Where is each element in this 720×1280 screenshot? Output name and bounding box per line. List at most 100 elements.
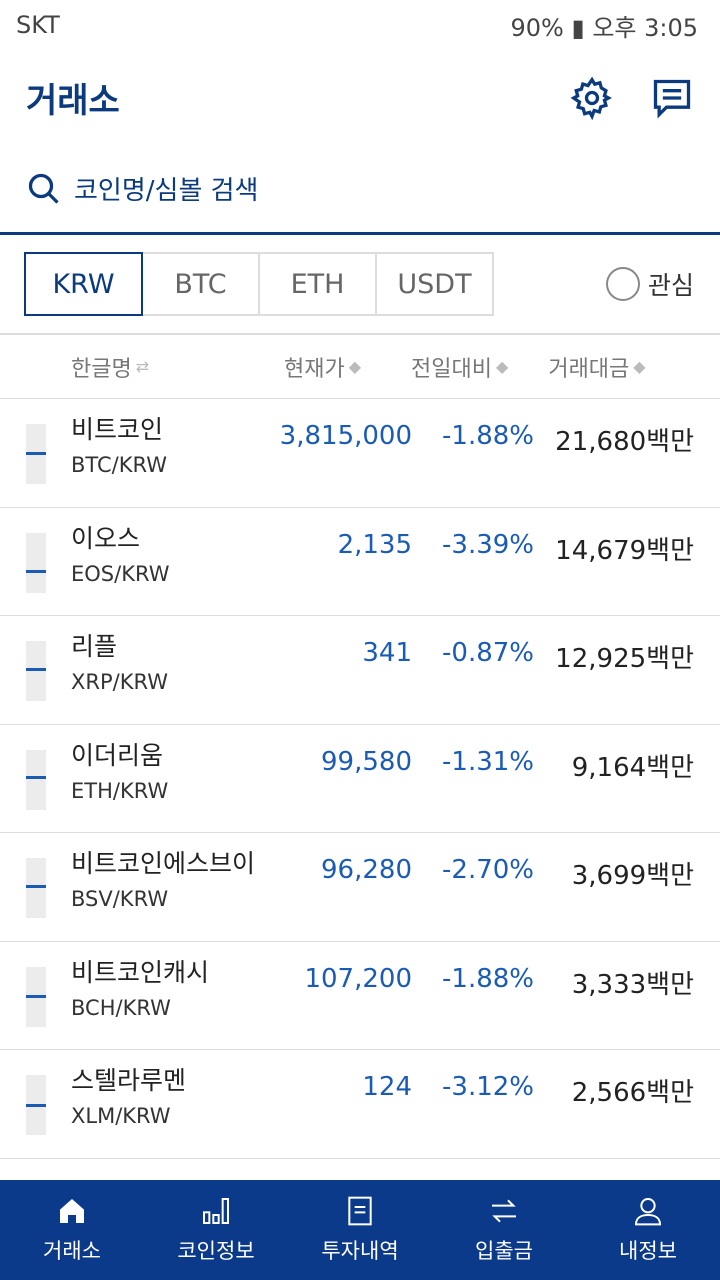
change-rate: -1.88%: [442, 963, 534, 994]
search-input[interactable]: 코인명/심볼 검색: [0, 145, 720, 235]
nav-label: 내정보: [619, 1239, 677, 1263]
home-icon: [60, 1199, 84, 1223]
trade-volume: 21,680백만: [555, 427, 694, 457]
document-icon: [348, 1196, 372, 1226]
mini-candle-chart: [26, 858, 46, 918]
change-rate: -2.70%: [442, 855, 534, 885]
change-rate: -0.87%: [442, 638, 534, 668]
bottom-nav: 거래소 코인정보 투자내역 입출금 내정보: [0, 1180, 720, 1280]
current-price: 3,815,000: [279, 421, 412, 451]
coin-row[interactable]: 이더리움 ETH/KRW 99,580 -1.31% 9,164백만: [0, 725, 720, 833]
sort-icon: ◆: [348, 357, 362, 376]
tab-krw[interactable]: KRW: [24, 252, 143, 316]
radio-icon: [605, 267, 640, 301]
coin-row[interactable]: 리플 XRP/KRW 341 -0.87% 12,925백만: [0, 616, 720, 725]
status-bar: SKT 90% ▮ 오후 3:05: [0, 0, 720, 50]
coin-row[interactable]: 비트코인캐시 BCH/KRW 107,200 -1.88% 3,333백만: [0, 942, 720, 1050]
change-rate: -3.39%: [442, 529, 534, 560]
trade-volume: 9,164백만: [571, 752, 694, 783]
nav-history[interactable]: 투자내역: [288, 1180, 432, 1280]
coin-name: 이더리움: [71, 740, 164, 770]
candle-mark: [26, 569, 46, 573]
battery-icon: ▮: [571, 13, 585, 42]
tab-btc[interactable]: BTC: [141, 252, 260, 316]
nav-label: 투자내역: [321, 1239, 399, 1263]
current-price: 99,580: [321, 746, 412, 777]
sort-name[interactable]: 한글명 ⇄: [71, 351, 221, 383]
change-rate: -1.88%: [442, 421, 534, 451]
mini-candle-chart: [26, 749, 46, 810]
battery-level: 90%: [510, 13, 564, 42]
coin-row[interactable]: 비트코인 BTC/KRW 3,815,000 -1.88% 21,680백만: [0, 399, 720, 508]
sort-price[interactable]: 현재가 ◆: [284, 351, 361, 383]
market-tabs: KRW BTC ETH USDT 관심: [0, 235, 720, 335]
nav-exchange[interactable]: 거래소: [0, 1180, 144, 1280]
swap-icon: ⇄: [135, 357, 150, 376]
coin-list: 비트코인 BTC/KRW 3,815,000 -1.88% 21,680백만 이오…: [0, 399, 720, 1159]
gear-icon[interactable]: [570, 76, 614, 120]
mini-candle-chart: [26, 424, 46, 484]
candle-mark: [26, 452, 46, 455]
clock: 오후 3:05: [592, 13, 698, 42]
page-title: 거래소: [26, 81, 120, 121]
coin-row[interactable]: 비트코인에스브이 BSV/KRW 96,280 -2.70% 3,699백만: [0, 833, 720, 942]
coin-name: 비트코인캐시: [71, 957, 210, 987]
current-price: 124: [362, 1072, 412, 1102]
candle-mark: [26, 885, 46, 888]
search-icon: [28, 173, 59, 204]
favorite-toggle[interactable]: 관심: [605, 266, 694, 302]
trade-volume: 12,925백만: [555, 644, 694, 674]
coin-symbol: XRP/KRW: [71, 670, 168, 694]
coin-symbol: XLM/KRW: [71, 1104, 171, 1128]
coin-name: 비트코인에스브이: [71, 849, 256, 878]
search-placeholder: 코인명/심볼 검색: [74, 176, 259, 206]
current-price: 107,200: [304, 963, 412, 994]
trade-volume: 3,699백만: [571, 861, 694, 891]
app-header: 거래소: [0, 50, 720, 145]
nav-coin-info[interactable]: 코인정보: [144, 1180, 288, 1280]
sort-change[interactable]: 전일대비 ◆: [411, 351, 508, 383]
candle-mark: [26, 775, 46, 779]
trade-volume: 2,566백만: [571, 1078, 694, 1108]
current-price: 341: [362, 638, 412, 668]
change-rate: -1.31%: [442, 746, 534, 777]
user-icon: [634, 1198, 662, 1226]
coin-name: 이오스: [71, 523, 141, 553]
mini-candle-chart: [26, 1075, 46, 1135]
sort-icon: ◆: [633, 357, 646, 376]
coin-name: 스텔라루멘: [71, 1066, 187, 1095]
nav-label: 거래소: [43, 1239, 101, 1263]
col-change: 전일대비: [411, 356, 493, 382]
sort-volume[interactable]: 거래대금 ◆: [548, 351, 645, 383]
sort-icon: ◆: [496, 357, 509, 376]
coin-name: 비트코인: [71, 415, 164, 444]
mini-candle-chart: [26, 641, 46, 701]
favorite-label: 관심: [647, 271, 694, 300]
candle-mark: [26, 994, 46, 998]
col-name: 한글명: [71, 356, 132, 382]
coin-row[interactable]: 이오스 EOS/KRW 2,135 -3.39% 14,679백만: [0, 508, 720, 616]
trade-volume: 3,333백만: [571, 969, 694, 1000]
coin-name: 리플: [71, 632, 118, 661]
mini-candle-chart: [26, 532, 46, 593]
current-price: 2,135: [337, 529, 412, 560]
tab-eth[interactable]: ETH: [258, 252, 377, 316]
trade-volume: 14,679백만: [555, 535, 694, 566]
nav-deposit-withdraw[interactable]: 입출금: [432, 1180, 576, 1280]
mini-candle-chart: [26, 966, 46, 1027]
coin-symbol: BCH/KRW: [71, 995, 171, 1020]
coin-row[interactable]: 스텔라루멘 XLM/KRW 124 -3.12% 2,566백만: [0, 1050, 720, 1159]
bar-chart-icon: [203, 1198, 229, 1224]
change-rate: -3.12%: [442, 1072, 534, 1102]
nav-my-info[interactable]: 내정보: [576, 1180, 720, 1280]
nav-label: 코인정보: [177, 1239, 255, 1263]
chat-icon[interactable]: [650, 76, 694, 120]
coin-symbol: BSV/KRW: [71, 887, 169, 911]
candle-mark: [26, 1104, 46, 1107]
nav-label: 입출금: [475, 1239, 533, 1263]
tab-usdt[interactable]: USDT: [375, 252, 494, 316]
col-price: 현재가: [284, 356, 345, 382]
current-price: 96,280: [321, 855, 412, 885]
candle-mark: [26, 668, 46, 671]
column-header: 한글명 ⇄ 현재가 ◆ 전일대비 ◆ 거래대금 ◆: [0, 335, 720, 399]
